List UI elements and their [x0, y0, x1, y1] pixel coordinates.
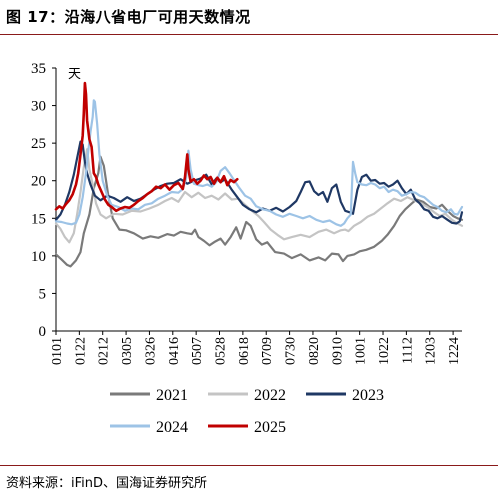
chart-series — [54, 81, 464, 268]
title-rule — [0, 34, 498, 35]
source-note: 资料来源：iFinD、国海证券研究所 — [6, 476, 208, 491]
y-tick-label: 5 — [39, 286, 47, 302]
x-tick-label: 0618 — [237, 337, 252, 365]
figure-title-text: 沿海八省电厂可用天数情况 — [64, 8, 251, 26]
series-line-2025 — [54, 81, 239, 213]
series-line-2023 — [54, 140, 464, 225]
x-tick-label: 1203 — [424, 337, 439, 365]
x-tick-label: 0101 — [50, 337, 65, 365]
x-tick-label: 1022 — [377, 337, 392, 365]
y-tick-label: 25 — [31, 136, 46, 152]
x-tick-label: 0122 — [73, 337, 88, 365]
x-tick-label: 0709 — [260, 337, 275, 365]
y-tick-label: 10 — [31, 249, 46, 265]
figure-title: 图 17：沿海八省电厂可用天数情况 — [6, 6, 251, 27]
x-tick-label: 1001 — [354, 337, 369, 365]
y-tick-label: 30 — [31, 99, 46, 115]
x-tick-label: 0730 — [284, 337, 299, 365]
legend-label-2025: 2025 — [254, 419, 286, 436]
x-tick-label: 0507 — [190, 337, 205, 365]
x-tick-label: 0305 — [120, 337, 135, 365]
figure-title-bar: 图 17：沿海八省电厂可用天数情况 — [0, 0, 498, 34]
x-tick-label: 0416 — [167, 337, 182, 365]
x-tick-label: 1112 — [400, 337, 415, 364]
source-rule — [0, 465, 498, 466]
x-tick-label: 0528 — [214, 337, 229, 365]
x-tick-label: 1224 — [447, 337, 462, 365]
x-tick-label: 0910 — [330, 337, 345, 365]
y-tick-label: 0 — [39, 324, 47, 340]
y-axis-label: 天 — [68, 67, 81, 82]
legend-label-2023: 2023 — [352, 387, 384, 404]
legend-label-2024: 2024 — [156, 419, 188, 436]
chart-axes: 0 5 10 15 20 25 30 35 天 0101 0122 0212 0305 0326 0416 0… — [31, 61, 462, 365]
y-tick-label: 15 — [31, 211, 46, 227]
x-tick-label: 0326 — [143, 337, 158, 365]
y-tick-label: 20 — [31, 174, 46, 190]
legend-label-2021: 2021 — [156, 387, 188, 404]
series-line-2021 — [54, 155, 464, 268]
x-tick-label: 0820 — [307, 337, 322, 365]
chart-legend: 2021 2022 2023 2024 2025 — [110, 387, 384, 436]
x-tick-label: 0212 — [97, 337, 112, 365]
legend-label-2022: 2022 — [254, 387, 286, 404]
figure-label: 图 17： — [6, 8, 65, 26]
y-tick-label: 35 — [31, 61, 46, 77]
series-line-2024 — [54, 99, 464, 227]
